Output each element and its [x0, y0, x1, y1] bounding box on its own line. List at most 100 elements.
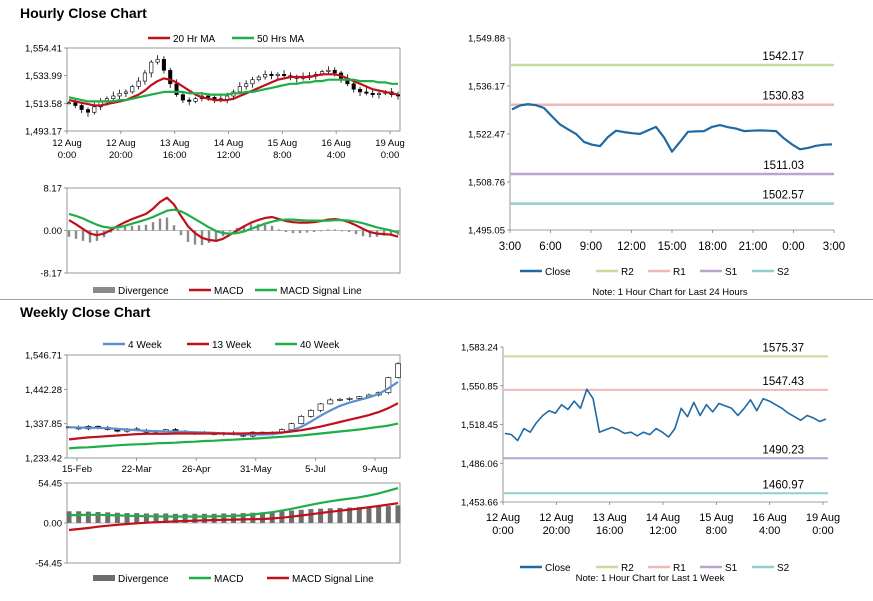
weekly-signal-line	[68, 502, 399, 532]
hourly-price-plot-area	[66, 47, 401, 132]
hourly-levels-close-line	[511, 102, 833, 153]
hourly-price-x-label: 12 Aug	[106, 138, 136, 149]
weekly-divergence-bar	[85, 511, 91, 523]
hourly-price-candle	[155, 59, 160, 63]
weekly-macd-line	[68, 487, 399, 518]
hourly-divergence-bar	[305, 230, 309, 233]
hourly-price-x-label: 0:00	[58, 150, 77, 161]
weekly-levels-x-label: 0:00	[492, 525, 513, 537]
hourly-divergence-bar	[242, 225, 246, 231]
weekly-level-r2-label: 1575.37	[762, 342, 804, 354]
weekly-divergence-bar	[124, 513, 130, 523]
hourly-divergence-bar	[368, 230, 372, 238]
hourly-price-legend-label: 20 Hr MA	[173, 34, 216, 45]
weekly-ma4-line	[68, 380, 399, 436]
hourly-price-y-tick-label: 1,533.99	[25, 71, 62, 82]
weekly-price-plot-area	[66, 354, 401, 459]
hourly-price-candle	[92, 106, 97, 113]
hourly-price-candle	[66, 102, 72, 105]
hourly-price-x-label: 13 Aug	[160, 138, 190, 149]
weekly-divergence-bar	[318, 508, 324, 523]
hourly-divergence-bar	[81, 230, 85, 241]
hourly-divergence-bar	[228, 230, 232, 232]
weekly-divergence-bar	[337, 507, 343, 523]
hourly-price-x-label: 12:00	[217, 150, 241, 161]
weekly-levels-x-label: 12:00	[649, 525, 677, 537]
hourly-macd-legend-label: MACD Signal Line	[280, 286, 362, 297]
weekly-levels-x-label: 19 Aug	[806, 512, 840, 524]
weekly-price-x-label: 15-Feb	[62, 464, 92, 475]
hourly-levels-legend-label: S2	[777, 267, 790, 278]
hourly-divergence-bar	[186, 230, 190, 242]
weekly-levels-close-line	[504, 388, 827, 442]
hourly-divergence-bar	[361, 230, 365, 237]
hourly-divergence-bar	[172, 225, 176, 231]
hourly-divergence-bar	[116, 228, 120, 231]
weekly-levels-x-label: 12 Aug	[539, 512, 573, 524]
weekly-levels-y-tick-label: 1,518.45	[461, 420, 498, 431]
hourly-price-candle	[364, 91, 369, 94]
hourly-price-candle	[79, 105, 84, 110]
weekly-divergence-bar	[172, 513, 178, 523]
weekly-divergence-bar	[192, 513, 198, 523]
weekly-divergence-bar	[114, 512, 120, 523]
hourly-price-candle	[275, 74, 280, 76]
hourly-levels-x-label: 15:00	[658, 241, 687, 253]
weekly-levels-legend-label: R1	[673, 563, 686, 574]
hourly-price-candle	[358, 88, 363, 93]
weekly-levels-x-label: 0:00	[812, 525, 833, 537]
hourly-price-x-label: 16:00	[163, 150, 187, 161]
weekly-levels-y-tick-label: 1,550.85	[461, 381, 498, 392]
hourly-price-candle	[256, 76, 261, 81]
hourly-price-candle	[263, 74, 268, 78]
hourly-price-x-label: 4:00	[327, 150, 346, 161]
hourly-price-candle	[73, 102, 78, 106]
hourly-price-candle	[376, 92, 382, 95]
hourly-price-x-label: 20:00	[109, 150, 133, 161]
hourly-levels-x-label: 9:00	[580, 241, 602, 253]
hourly-divergence-bar	[312, 230, 316, 233]
hourly-level-s1-label: 1511.03	[763, 160, 804, 172]
hourly-macd-legend-swatch	[93, 287, 115, 293]
hourly-levels-legend-label: R2	[621, 267, 634, 278]
hourly-divergence-bar	[284, 230, 288, 233]
hourly-divergence-bar	[270, 225, 274, 231]
hourly-divergence-bar	[235, 227, 239, 231]
weekly-level-s2-label: 1460.97	[762, 479, 804, 491]
hourly-levels-note: Note: 1 Hour Chart for Last 24 Hours	[592, 287, 748, 298]
hourly-divergence-bar	[263, 224, 267, 231]
weekly-macd-legend-label: MACD	[214, 574, 243, 585]
hourly-price-candle	[370, 92, 375, 95]
hourly-price-x-label: 14 Aug	[214, 138, 244, 149]
hourly-price-candle	[180, 94, 185, 101]
weekly-price-candle	[395, 363, 401, 378]
weekly-levels-x-label: 4:00	[759, 525, 780, 537]
weekly-divergence-bar	[163, 513, 169, 523]
weekly-price-x-label: 5-Jul	[305, 464, 326, 475]
hourly-signal-line	[68, 208, 399, 235]
hourly-price-candle	[206, 95, 211, 98]
hourly-levels-y-tick-label: 1,549.88	[468, 34, 505, 45]
hourly-price-y-tick-label: 1,493.17	[25, 127, 62, 138]
weekly-divergence-bar	[105, 512, 111, 523]
weekly-divergence-bar	[201, 513, 207, 523]
weekly-levels-y-tick-label: 1,453.66	[461, 498, 498, 509]
hourly-price-candle	[149, 61, 154, 74]
hourly-price-x-label: 12 Aug	[52, 138, 82, 149]
hourly-price-y-tick-label: 1,513.58	[25, 99, 62, 110]
hourly-price-candle	[123, 91, 128, 94]
weekly-levels-legend-label: S2	[777, 563, 790, 574]
weekly-macd-y-tick-label: 0.00	[44, 519, 63, 530]
hourly-price-candle	[136, 80, 141, 87]
hourly-level-s2-label: 1502.57	[762, 190, 804, 202]
weekly-levels-y-tick-label: 1,486.06	[461, 459, 498, 470]
weekly-divergence-bar	[250, 512, 256, 523]
weekly-divergence-bar	[66, 511, 72, 523]
hourly-levels-x-label: 12:00	[617, 241, 646, 253]
weekly-price-candle	[317, 403, 324, 411]
hourly-macd-y-tick-label: -8.17	[40, 269, 62, 280]
weekly-price-y-tick-label: 1,442.28	[25, 385, 62, 396]
hourly-price-candle	[85, 109, 91, 113]
hourly-price-candle	[332, 69, 337, 74]
weekly-levels-note: Note: 1 Hour Chart for Last 1 Week	[575, 573, 725, 584]
